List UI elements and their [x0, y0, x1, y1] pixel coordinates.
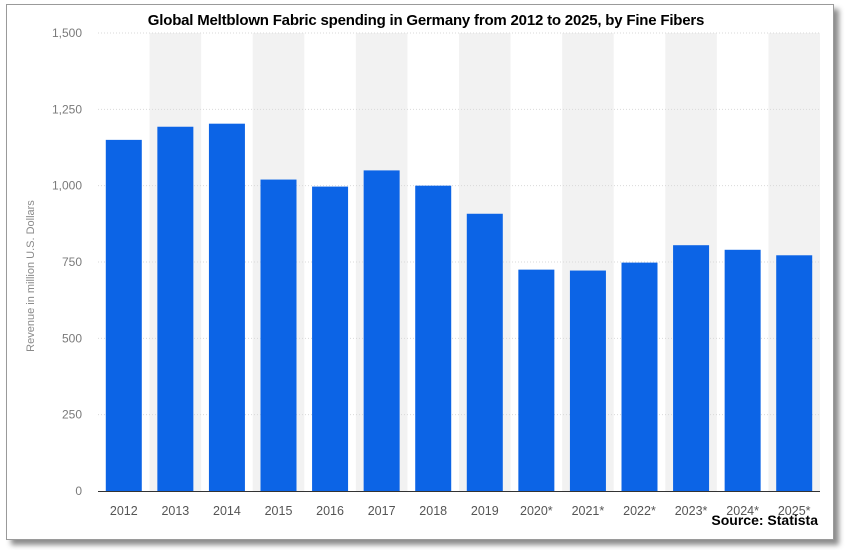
y-tick-label: 1,000 — [52, 179, 82, 193]
y-tick-label: 1,250 — [52, 102, 82, 116]
source-label: Source: Statista — [711, 512, 818, 528]
y-axis-label: Revenue in million U.S. Dollars — [25, 200, 37, 352]
x-tick-label: 2022* — [623, 504, 656, 518]
bar[interactable] — [312, 186, 349, 491]
x-tick-label: 2019 — [471, 504, 499, 518]
bar[interactable] — [569, 270, 606, 491]
x-tick-label: 2018 — [419, 504, 447, 518]
bar[interactable] — [724, 249, 761, 491]
y-tick-label: 0 — [75, 484, 82, 498]
bar[interactable] — [621, 262, 658, 491]
bar[interactable] — [157, 126, 194, 491]
x-tick-label: 2025* — [778, 504, 811, 518]
x-tick-label: 2020* — [520, 504, 553, 518]
bar[interactable] — [208, 123, 245, 492]
bar[interactable] — [466, 213, 503, 492]
x-tick-label: 2015 — [265, 504, 293, 518]
bar[interactable] — [363, 170, 400, 491]
bar[interactable] — [260, 179, 297, 491]
y-tick-label: 250 — [62, 408, 82, 422]
y-tick-label: 750 — [62, 255, 82, 269]
x-tick-label: 2021* — [572, 504, 605, 518]
x-tick-labels: 2012 2013 2014 2015 2016 2017 2018 2019 2020* 202… — [110, 504, 811, 518]
x-tick-label: 2013 — [161, 504, 189, 518]
bar[interactable] — [673, 245, 710, 491]
bars — [105, 123, 813, 492]
x-tick-label: 2023* — [675, 504, 708, 518]
x-tick-label: 2017 — [368, 504, 396, 518]
x-tick-label: 2024* — [726, 504, 759, 518]
x-tick-label: 2016 — [316, 504, 344, 518]
chart-title: Global Meltblown Fabric spending in Germ… — [147, 12, 705, 29]
bar[interactable] — [415, 185, 452, 491]
bar[interactable] — [518, 269, 555, 491]
x-tick-label: 2014 — [213, 504, 241, 518]
bar[interactable] — [776, 255, 813, 491]
y-tick-labels: 0 250 500 750 1,000 1,250 1,500 — [52, 26, 82, 498]
bar[interactable] — [105, 139, 142, 491]
y-tick-label: 1,500 — [52, 26, 82, 40]
y-tick-label: 500 — [62, 331, 82, 345]
x-tick-label: 2012 — [110, 504, 138, 518]
